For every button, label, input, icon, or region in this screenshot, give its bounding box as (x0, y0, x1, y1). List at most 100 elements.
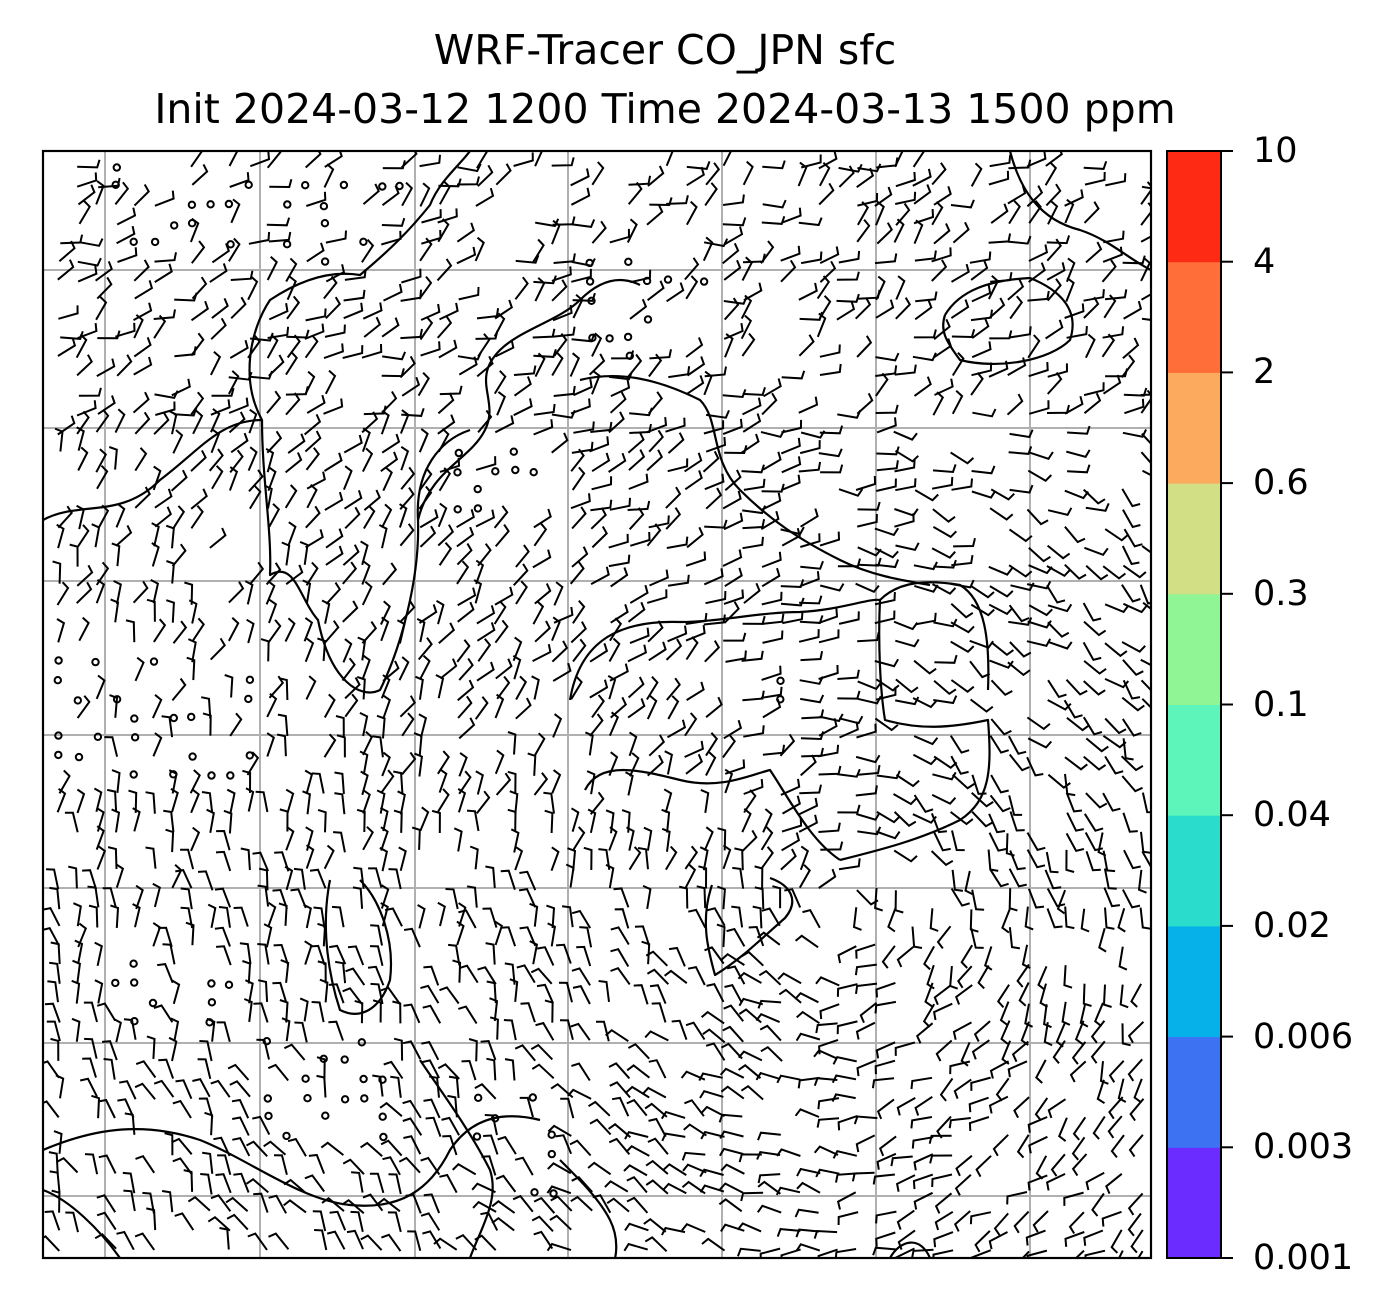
wind-barb (379, 846, 389, 872)
wind-barb (971, 318, 990, 339)
wind-barb (796, 1181, 821, 1194)
wind-barb (627, 1042, 650, 1060)
wind-barb (268, 503, 281, 528)
wind-barb (874, 186, 893, 207)
wind-barb (439, 658, 458, 680)
wind-barb (58, 769, 71, 794)
wind-barb (494, 619, 509, 644)
calm-wind-marker (320, 257, 330, 266)
wind-barb (198, 1097, 214, 1118)
wind-barb (912, 352, 937, 362)
wind-barb (170, 1017, 180, 1042)
wind-barb (1129, 1098, 1145, 1122)
wind-barb (627, 601, 646, 623)
colorbar-segment (1167, 815, 1221, 927)
wind-barb (1085, 241, 1103, 264)
colorbar-tick-label: 2 (1253, 352, 1276, 393)
wind-barb (115, 503, 126, 528)
wind-barb (630, 531, 651, 547)
wind-barb (737, 971, 762, 984)
wind-barb (551, 157, 575, 167)
wind-barb (614, 908, 630, 929)
wind-barb (228, 370, 240, 395)
wind-barb (761, 567, 781, 588)
wind-barb (306, 394, 326, 414)
wind-barb (321, 1197, 345, 1212)
wind-barb (226, 1213, 249, 1231)
wind-barb (423, 1193, 441, 1214)
wind-barb (419, 182, 431, 207)
wind-barb (231, 1098, 250, 1119)
wind-barb (190, 505, 204, 529)
wind-barb (530, 1043, 554, 1061)
wind-barb (184, 581, 194, 605)
wind-barb (306, 483, 318, 509)
wind-barb (666, 282, 685, 303)
wind-barb (558, 981, 573, 1003)
wind-barb (170, 469, 188, 492)
wind-barb (382, 562, 398, 586)
wind-barb (382, 351, 407, 361)
wind-barb (210, 350, 222, 376)
wind-barb (79, 1077, 98, 1098)
wind-barb (215, 850, 232, 872)
wind-barb (571, 909, 592, 929)
coastline-north-china (43, 151, 471, 521)
wind-barb (384, 907, 403, 927)
wind-barb (723, 259, 742, 281)
wind-barb (1085, 737, 1109, 753)
calm-wind-marker (340, 1055, 349, 1064)
wind-barb (266, 151, 282, 169)
wind-barb (584, 731, 594, 756)
wind-barb (647, 165, 665, 187)
wind-barb (741, 464, 765, 474)
wind-barb (1026, 151, 1047, 168)
wind-barb (950, 755, 969, 775)
wind-barb (248, 231, 271, 245)
wind-barb (553, 385, 576, 397)
wind-barb (802, 909, 821, 929)
wind-barb (734, 847, 744, 871)
wind-barb (875, 299, 895, 319)
wind-barb (457, 679, 475, 702)
wind-barb (952, 221, 970, 244)
wind-barb (762, 613, 785, 625)
wind-barb (931, 1173, 953, 1188)
wind-barb (1133, 1078, 1143, 1104)
wind-barb (361, 654, 371, 680)
wind-barb (381, 230, 402, 246)
calm-wind-marker (207, 771, 216, 780)
wind-barb (628, 449, 646, 471)
wind-barb (743, 282, 763, 302)
wind-barb (896, 1209, 915, 1230)
wind-barb (590, 507, 607, 530)
wind-barb (437, 502, 448, 528)
wind-barb (95, 408, 110, 433)
wind-barb (233, 1172, 250, 1193)
wind-barb (951, 554, 974, 567)
wind-barb (344, 269, 367, 281)
wind-barb (476, 308, 500, 320)
wind-barb (1008, 617, 1033, 626)
wind-barb (379, 1101, 403, 1117)
wind-barb (95, 561, 110, 586)
wind-barb (486, 980, 497, 1004)
wind-barb (153, 618, 167, 643)
wind-barb (741, 950, 764, 967)
wind-barb (317, 922, 327, 947)
wind-barb (323, 452, 343, 472)
wind-barb (989, 154, 1012, 168)
wind-barb (1008, 888, 1018, 912)
wind-barb (780, 1248, 801, 1258)
wind-barb (477, 409, 493, 433)
wind-barb (813, 1145, 839, 1156)
wind-barb (604, 1180, 629, 1193)
wind-barb (495, 163, 512, 186)
wind-barb (547, 1124, 572, 1137)
wind-barb (741, 332, 756, 357)
wind-barb (625, 1145, 650, 1157)
wind-barb (571, 1062, 591, 1082)
wind-barb (324, 620, 340, 644)
wind-barb (818, 822, 841, 833)
wind-barb (249, 151, 271, 168)
